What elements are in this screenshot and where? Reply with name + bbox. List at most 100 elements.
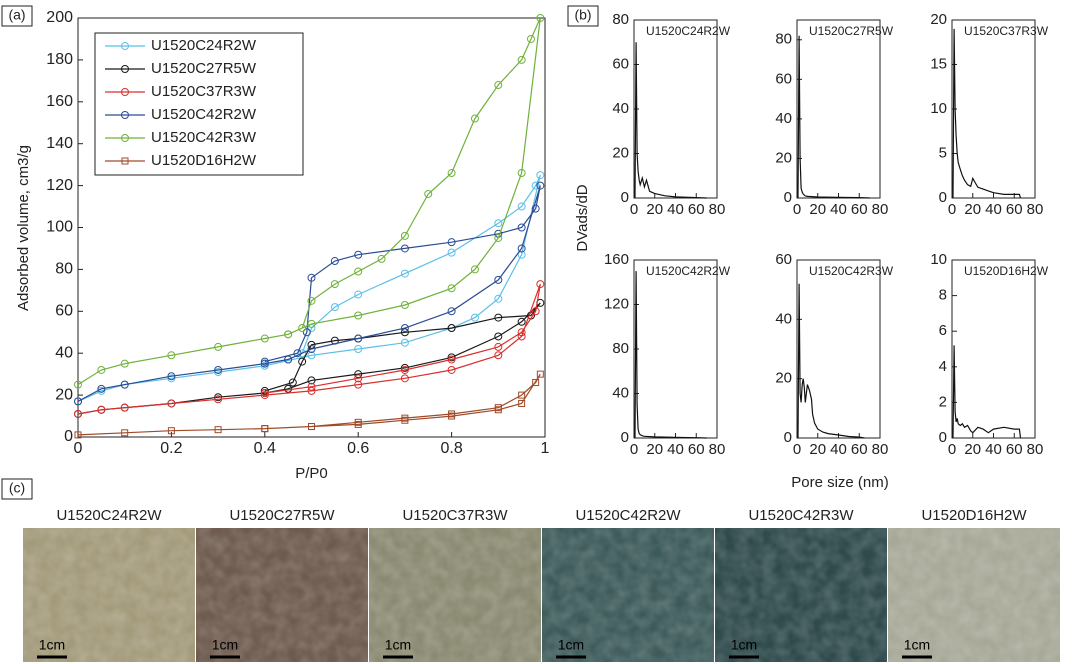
marker xyxy=(517,244,526,253)
marker xyxy=(307,319,316,328)
marker xyxy=(400,244,409,253)
marker xyxy=(288,378,297,387)
marker xyxy=(517,55,526,64)
y-tick-label: 40 xyxy=(55,344,73,361)
marker xyxy=(97,365,106,374)
legend-marker xyxy=(121,157,129,165)
marker xyxy=(517,328,526,337)
marker xyxy=(536,171,545,180)
marker xyxy=(214,395,223,404)
x-tick-label: 40 xyxy=(830,201,847,218)
marker xyxy=(330,303,339,312)
x-tick-label: 0.2 xyxy=(160,440,182,457)
legend-label: U1520C24R2W xyxy=(151,37,257,54)
marker xyxy=(120,359,129,368)
marker xyxy=(517,250,526,259)
marker xyxy=(447,307,456,316)
marker xyxy=(260,334,269,343)
series-line xyxy=(77,174,541,402)
scale-label: 1cm xyxy=(904,637,930,653)
x-axis-label: P/P0 xyxy=(295,465,328,482)
x-tick-label: 40 xyxy=(830,441,847,458)
marker xyxy=(494,81,503,90)
marker xyxy=(494,233,503,242)
marker xyxy=(536,181,545,190)
marker xyxy=(284,330,293,339)
x-tick-label: 20 xyxy=(964,441,981,458)
series-line xyxy=(634,271,707,439)
x-tick-label: 40 xyxy=(667,441,684,458)
marker xyxy=(470,114,479,123)
y-tick-label: 80 xyxy=(55,261,73,278)
panel-title: U1520C27R5W xyxy=(809,24,894,38)
y-tick-label: 15 xyxy=(930,55,947,72)
marker xyxy=(517,202,526,211)
y-tick-label: 40 xyxy=(775,310,792,327)
y-tick-label: 6 xyxy=(939,322,947,339)
photo-title: U1520C24R2W xyxy=(56,507,162,524)
photo-title: U1520C27R5W xyxy=(229,507,335,524)
x-tick-label: 0 xyxy=(948,201,956,218)
y-tick-label: 10 xyxy=(930,100,947,117)
y-axis-label: Adsorbed volume, cm3/g xyxy=(15,145,32,311)
series-line xyxy=(634,42,707,199)
x-tick-label: 0.8 xyxy=(440,440,462,457)
y-tick-label: 0 xyxy=(784,189,792,206)
marker xyxy=(308,423,315,431)
marker xyxy=(302,328,311,337)
legend-label: U1520C42R3W xyxy=(151,129,257,146)
marker xyxy=(330,280,339,289)
marker xyxy=(354,374,363,383)
photo-texture xyxy=(542,528,714,662)
marker xyxy=(536,280,545,289)
marker xyxy=(298,324,307,333)
marker xyxy=(470,313,479,322)
marker xyxy=(74,409,82,418)
scale-label: 1cm xyxy=(212,637,238,653)
marker xyxy=(518,391,526,399)
x-tick-label: 60 xyxy=(851,441,868,458)
y-tick-label: 40 xyxy=(775,110,792,127)
marker xyxy=(354,345,363,354)
marker xyxy=(447,248,456,257)
x-tick-label: 0 xyxy=(948,441,956,458)
marker xyxy=(354,418,362,426)
legend-marker xyxy=(121,88,129,96)
marker xyxy=(532,379,540,387)
marker xyxy=(494,332,503,341)
x-tick-label: 0.6 xyxy=(347,440,369,457)
marker xyxy=(400,301,409,310)
y-tick-label: 0 xyxy=(621,429,629,446)
legend-label: U1520C27R5W xyxy=(151,60,257,77)
marker xyxy=(97,405,106,414)
marker xyxy=(400,231,409,240)
plot-frame xyxy=(951,259,1036,439)
y-tick-label: 80 xyxy=(612,11,629,28)
marker xyxy=(400,338,409,347)
marker xyxy=(400,365,409,374)
plot-frame xyxy=(796,259,881,439)
scale-label: 1cm xyxy=(558,637,584,653)
marker xyxy=(260,357,269,366)
marker xyxy=(494,219,503,228)
panel-label-box xyxy=(1,478,33,500)
marker xyxy=(424,189,433,198)
x-axis-label: Pore size (nm) xyxy=(791,474,889,491)
x-tick-label: 0 xyxy=(630,441,638,458)
x-tick-label: 0 xyxy=(74,440,83,457)
marker xyxy=(260,361,269,370)
y-tick-label: 20 xyxy=(775,370,792,387)
x-tick-label: 60 xyxy=(688,201,705,218)
marker xyxy=(307,382,316,391)
x-tick-label: 0 xyxy=(630,201,638,218)
series-line xyxy=(952,345,1022,439)
marker xyxy=(354,250,363,259)
x-tick-label: 0.4 xyxy=(254,440,276,457)
marker xyxy=(531,204,540,213)
marker xyxy=(354,380,363,389)
scale-label: 1cm xyxy=(385,637,411,653)
marker xyxy=(517,223,526,232)
plot-frame xyxy=(951,19,1036,199)
x-tick-label: 60 xyxy=(1006,201,1023,218)
marker xyxy=(260,359,269,368)
